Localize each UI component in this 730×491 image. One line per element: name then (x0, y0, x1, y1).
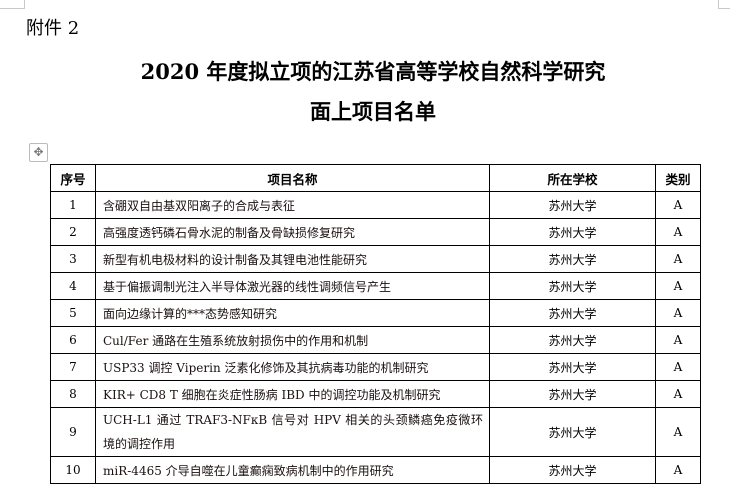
table-row: 10 miR-4465 介导自噬在儿童癫痫致病机制中的作用研究 苏州大学 A (50, 456, 701, 484)
table-row: 4 基于偏振调制光注入半导体激光器的线性调频信号产生 苏州大学 A (50, 272, 701, 300)
table-row: 2 高强度透钙磷石骨水泥的制备及骨缺损修复研究 苏州大学 A (50, 218, 701, 246)
project-name: 新型有机电极材料的设计制备及其锂电池性能研究 (95, 245, 490, 273)
project-name: Cul/Fer 通路在生殖系统放射损伤中的作用和机制 (95, 326, 490, 354)
row-number: 3 (50, 245, 96, 273)
school-name: 苏州大学 (489, 218, 656, 246)
school-name: 苏州大学 (489, 380, 656, 408)
annex-label: 附件 2 (26, 18, 80, 39)
school-name: 苏州大学 (489, 272, 656, 300)
project-table: 序号 项目名称 所在学校 类别 1 含硼双自由基双阳离子的合成与表征 苏州大学 A 2 高… (50, 164, 701, 484)
page-corner-mark (0, 0, 25, 9)
table-row: 9 UCH-L1 通过 TRAF3-NFκB 信号对 HPV 相关的头颈鳞癌免疫微… (50, 407, 701, 457)
project-name: 面向边缘计算的***态势感知研究 (95, 299, 490, 327)
header-school: 所在学校 (489, 164, 656, 192)
document-subtitle: 面上项目名单 (310, 99, 436, 124)
project-name: UCH-L1 通过 TRAF3-NFκB 信号对 HPV 相关的头颈鳞癌免疫微环… (95, 407, 490, 457)
category: A (655, 299, 701, 327)
table-move-handle-icon[interactable]: ✥ (29, 143, 48, 162)
row-number: 10 (50, 456, 96, 484)
project-name: 高强度透钙磷石骨水泥的制备及骨缺损修复研究 (95, 218, 490, 246)
school-name: 苏州大学 (489, 191, 656, 219)
category: A (655, 218, 701, 246)
table-row: 5 面向边缘计算的***态势感知研究 苏州大学 A (50, 299, 701, 327)
table-row: 3 新型有机电极材料的设计制备及其锂电池性能研究 苏州大学 A (50, 245, 701, 273)
row-number: 2 (50, 218, 96, 246)
category: A (655, 380, 701, 408)
category: A (655, 326, 701, 354)
category: A (655, 353, 701, 381)
row-number: 4 (50, 272, 96, 300)
school-name: 苏州大学 (489, 407, 656, 457)
category: A (655, 272, 701, 300)
category: A (655, 456, 701, 484)
header-category: 类别 (655, 164, 701, 192)
table-row: 8 KIR+ CD8 T 细胞在炎症性肠病 IBD 中的调控功能及机制研究 苏州大学… (50, 380, 701, 408)
table-header-row: 序号 项目名称 所在学校 类别 (50, 164, 701, 192)
row-number: 5 (50, 299, 96, 327)
document-title: 2020 年度拟立项的江苏省高等学校自然科学研究 (140, 59, 606, 84)
school-name: 苏州大学 (489, 326, 656, 354)
project-name: USP33 调控 Viperin 泛素化修饰及其抗病毒功能的机制研究 (95, 353, 490, 381)
row-number: 1 (50, 191, 96, 219)
category: A (655, 407, 701, 457)
school-name: 苏州大学 (489, 299, 656, 327)
project-name: KIR+ CD8 T 细胞在炎症性肠病 IBD 中的调控功能及机制研究 (95, 380, 490, 408)
header-no: 序号 (50, 164, 96, 192)
project-name: 基于偏振调制光注入半导体激光器的线性调频信号产生 (95, 272, 490, 300)
table-row: 7 USP33 调控 Viperin 泛素化修饰及其抗病毒功能的机制研究 苏州大学 A (50, 353, 701, 381)
row-number: 9 (50, 407, 96, 457)
school-name: 苏州大学 (489, 245, 656, 273)
school-name: 苏州大学 (489, 353, 656, 381)
row-number: 8 (50, 380, 96, 408)
header-name: 项目名称 (95, 164, 490, 192)
category: A (655, 245, 701, 273)
table-row: 6 Cul/Fer 通路在生殖系统放射损伤中的作用和机制 苏州大学 A (50, 326, 701, 354)
row-number: 7 (50, 353, 96, 381)
project-name: 含硼双自由基双阳离子的合成与表征 (95, 191, 490, 219)
page-corner-mark (718, 0, 730, 9)
project-name: miR-4465 介导自噬在儿童癫痫致病机制中的作用研究 (95, 456, 490, 484)
category: A (655, 191, 701, 219)
table-row: 1 含硼双自由基双阳离子的合成与表征 苏州大学 A (50, 191, 701, 219)
row-number: 6 (50, 326, 96, 354)
school-name: 苏州大学 (489, 456, 656, 484)
